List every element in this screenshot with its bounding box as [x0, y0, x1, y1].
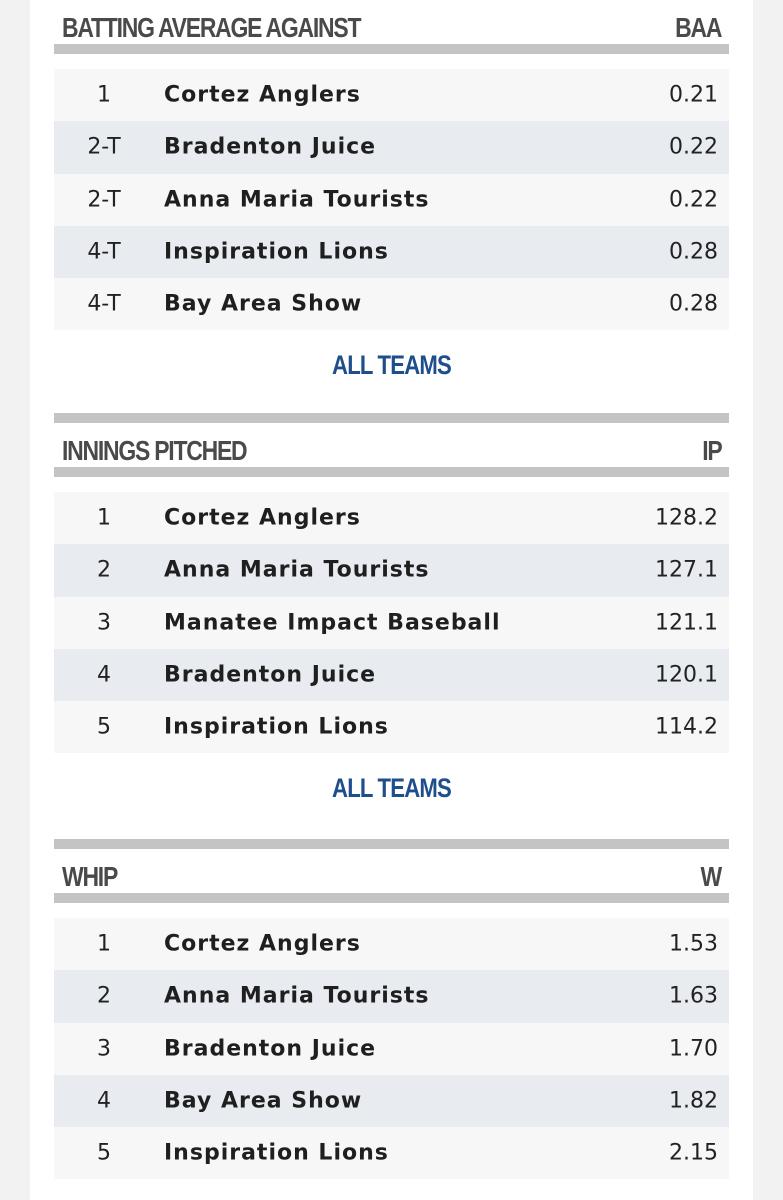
rank: 1	[97, 931, 111, 957]
rank: 2-T	[87, 134, 121, 160]
leaderboard-ip: INNINGS PITCHED IP 1 Cortez Anglers 128.…	[54, 413, 729, 813]
stat-value: 0.22	[669, 187, 718, 213]
stat-value: 1.63	[669, 983, 718, 1009]
rank: 3	[97, 610, 111, 636]
team-name: Anna Maria Tourists	[164, 557, 430, 583]
leader-list: 1 Cortez Anglers 0.21 2-T Bradenton Juic…	[54, 69, 729, 331]
stat-value: 0.22	[669, 134, 718, 160]
team-name: Anna Maria Tourists	[164, 187, 430, 213]
team-name: Manatee Impact Baseball	[164, 610, 501, 636]
team-name: Bradenton Juice	[164, 134, 377, 160]
team-name: Cortez Anglers	[164, 505, 361, 531]
table-row[interactable]: 4-T Inspiration Lions 0.28	[54, 225, 729, 279]
stat-value: 0.21	[669, 82, 718, 108]
stat-value: 121.1	[655, 610, 718, 636]
section-header: INNINGS PITCHED IP	[54, 423, 729, 477]
rank: 3	[97, 1036, 111, 1062]
rank: 4	[97, 1088, 111, 1114]
team-name: Inspiration Lions	[164, 714, 389, 740]
table-row[interactable]: 2-T Anna Maria Tourists 0.22	[54, 173, 729, 226]
leader-list: 1 Cortez Anglers 1.53 2 Anna Maria Touri…	[54, 918, 729, 1180]
rank: 4-T	[87, 239, 121, 265]
stat-value: 120.1	[655, 662, 718, 688]
stat-value: 2.15	[669, 1140, 718, 1166]
team-name: Bradenton Juice	[164, 1036, 377, 1062]
team-name: Bay Area Show	[164, 1088, 363, 1114]
rank: 2	[97, 557, 111, 583]
section-title: BATTING AVERAGE AGAINST	[62, 12, 361, 43]
table-row[interactable]: 3 Bradenton Juice 1.70	[54, 1022, 729, 1075]
table-row[interactable]: 4 Bradenton Juice 120.1	[54, 648, 729, 702]
all-teams-link[interactable]: ALL TEAMS	[332, 773, 452, 804]
section-stat-abbr: IP	[701, 435, 722, 466]
table-row[interactable]: 5 Inspiration Lions 2.15	[54, 1127, 729, 1180]
table-row[interactable]: 4 Bay Area Show 1.82	[54, 1074, 729, 1128]
stat-value: 0.28	[669, 291, 718, 317]
rank: 5	[97, 1140, 111, 1166]
team-name: Bradenton Juice	[164, 662, 377, 688]
rank: 4	[97, 662, 111, 688]
team-name: Cortez Anglers	[164, 82, 361, 108]
leader-list: 1 Cortez Anglers 128.2 2 Anna Maria Tour…	[54, 492, 729, 754]
stat-value: 1.53	[669, 931, 718, 957]
section-stat-abbr: W	[700, 861, 723, 892]
stat-value: 1.70	[669, 1036, 718, 1062]
stat-value: 127.1	[655, 557, 718, 583]
section-title: WHIP	[62, 861, 118, 892]
rank: 1	[97, 505, 111, 531]
team-name: Anna Maria Tourists	[164, 983, 430, 1009]
team-name: Inspiration Lions	[164, 1140, 389, 1166]
table-row[interactable]: 4-T Bay Area Show 0.28	[54, 278, 729, 331]
table-row[interactable]: 3 Manatee Impact Baseball 121.1	[54, 596, 729, 649]
all-teams-link[interactable]: ALL TEAMS	[332, 350, 452, 381]
leaderboard-whip: WHIP W 1 Cortez Anglers 1.53 2 Anna Mari…	[54, 839, 729, 1180]
table-row[interactable]: 1 Cortez Anglers 128.2	[54, 492, 729, 545]
table-row[interactable]: 2-T Bradenton Juice 0.22	[54, 121, 729, 174]
section-header: BATTING AVERAGE AGAINST BAA	[54, 0, 729, 54]
table-row[interactable]: 2 Anna Maria Tourists 127.1	[54, 544, 729, 597]
rank: 2	[97, 983, 111, 1009]
stat-value: 1.82	[669, 1088, 718, 1114]
stat-value: 128.2	[655, 505, 718, 531]
table-row[interactable]: 1 Cortez Anglers 1.53	[54, 918, 729, 971]
section-divider	[54, 839, 729, 849]
team-name: Inspiration Lions	[164, 239, 389, 265]
rank: 1	[97, 82, 111, 108]
section-title: INNINGS PITCHED	[62, 435, 248, 466]
section-stat-abbr: BAA	[674, 12, 722, 43]
stat-value: 0.28	[669, 239, 718, 265]
table-row[interactable]: 5 Inspiration Lions 114.2	[54, 701, 729, 754]
team-name: Bay Area Show	[164, 291, 363, 317]
leaderboard-baa: BATTING AVERAGE AGAINST BAA 1 Cortez Ang…	[54, 0, 729, 390]
section-divider	[54, 413, 729, 423]
rank: 5	[97, 714, 111, 740]
team-name: Cortez Anglers	[164, 931, 361, 957]
section-header: WHIP W	[54, 849, 729, 903]
rank: 4-T	[87, 291, 121, 317]
table-row[interactable]: 2 Anna Maria Tourists 1.63	[54, 970, 729, 1023]
table-row[interactable]: 1 Cortez Anglers 0.21	[54, 69, 729, 122]
stat-value: 114.2	[655, 714, 718, 740]
rank: 2-T	[87, 187, 121, 213]
